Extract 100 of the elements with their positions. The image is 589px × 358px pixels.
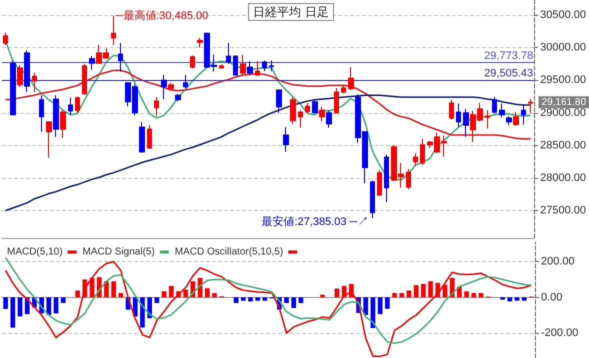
legend-label: MACD Oscillator(5,10,5) (174, 246, 284, 258)
y-tick-label: 28000.00 (540, 172, 586, 184)
candlestick (3, 32, 8, 46)
candlestick (269, 60, 274, 72)
candlestick (247, 60, 253, 75)
candlestick (319, 106, 325, 122)
line-series (4, 260, 532, 357)
y-tick-label: 29500.00 (540, 74, 586, 86)
candlestick (298, 110, 303, 128)
candlestick (226, 42, 231, 64)
candlestick (305, 102, 310, 114)
candlestick (348, 66, 354, 90)
bar (75, 290, 80, 298)
bar (370, 297, 376, 328)
bar (500, 297, 505, 300)
y-tick-label: 27500.00 (540, 204, 586, 217)
ref-line-label: 29,773.78 (484, 50, 534, 62)
candlestick (312, 98, 318, 114)
candlestick (290, 96, 296, 124)
candlestick (326, 110, 332, 128)
candlestick (24, 50, 30, 92)
bar (363, 297, 368, 315)
bar (60, 297, 66, 304)
candlestick (183, 74, 188, 89)
y-tick-label: 28500.00 (540, 139, 586, 152)
candlestick (528, 98, 533, 114)
candlestick (341, 84, 346, 94)
candlestick (463, 108, 469, 138)
candlestick (89, 56, 95, 70)
candlestick (219, 64, 224, 69)
bar (378, 297, 382, 314)
candlestick (75, 96, 80, 114)
text: 29,161.80 (542, 96, 586, 108)
candlestick (521, 104, 526, 126)
candlestick (506, 116, 512, 126)
bar (320, 294, 325, 298)
bar (428, 281, 433, 298)
bar (414, 285, 418, 298)
bar (168, 286, 174, 298)
bar (104, 281, 109, 298)
bar (284, 297, 289, 304)
bar (442, 284, 448, 298)
ref-line-label: 29,505.43 (484, 67, 534, 80)
annotation: ─最高値:30,485.00 (114, 8, 208, 22)
bar (118, 293, 124, 298)
candlestick (334, 88, 339, 114)
candlestick (168, 82, 174, 90)
candlestick (161, 74, 167, 100)
candlestick (197, 37, 203, 48)
y-tick-label: 29000.00 (540, 106, 586, 119)
candlestick (118, 42, 123, 72)
candlestick (233, 54, 238, 76)
candlestick (17, 64, 23, 88)
candlestick (262, 60, 267, 72)
candlestick (513, 112, 519, 126)
candlestick (384, 154, 389, 203)
candlestick (60, 110, 66, 138)
candlestick (190, 54, 195, 69)
bar (212, 293, 217, 298)
annotation: 最安値:27,385.03 ─↗ (261, 215, 368, 228)
candlestick (82, 63, 87, 96)
line-series (4, 256, 532, 344)
chart-title: 日経平均 日足 (253, 5, 329, 19)
line-series (4, 70, 532, 140)
y-tick-label: -200.00 (541, 327, 578, 340)
candlestick (68, 97, 73, 116)
bar (183, 290, 188, 298)
bar (248, 297, 253, 302)
bar (291, 297, 296, 308)
candlestick (53, 94, 59, 138)
bar (204, 288, 210, 298)
y-tick-label: 30500.00 (540, 8, 586, 21)
bar (198, 278, 202, 298)
bar (464, 291, 469, 298)
candlestick (276, 88, 282, 114)
candlestick (154, 96, 159, 117)
bar (385, 297, 390, 309)
candlestick (499, 103, 505, 118)
candlestick (283, 126, 289, 152)
candlestick (370, 180, 375, 219)
candlestick (240, 54, 246, 76)
bar (10, 297, 16, 328)
bar (471, 293, 476, 298)
candlestick (492, 96, 497, 114)
bar (514, 297, 520, 301)
y-tick-label: 200.00 (541, 256, 575, 268)
candlestick (456, 103, 461, 128)
bar (54, 297, 58, 314)
y-tick-label: 30000.00 (540, 42, 586, 54)
bar (162, 291, 166, 298)
bar (392, 293, 397, 298)
candlestick (147, 124, 152, 150)
bar (507, 297, 512, 302)
bar (111, 281, 116, 298)
bar (406, 290, 412, 298)
candlestick (406, 168, 411, 190)
y-tick-label: 0.00 (541, 291, 562, 304)
bar (18, 297, 22, 316)
candlestick (413, 152, 418, 167)
bar (478, 293, 484, 298)
